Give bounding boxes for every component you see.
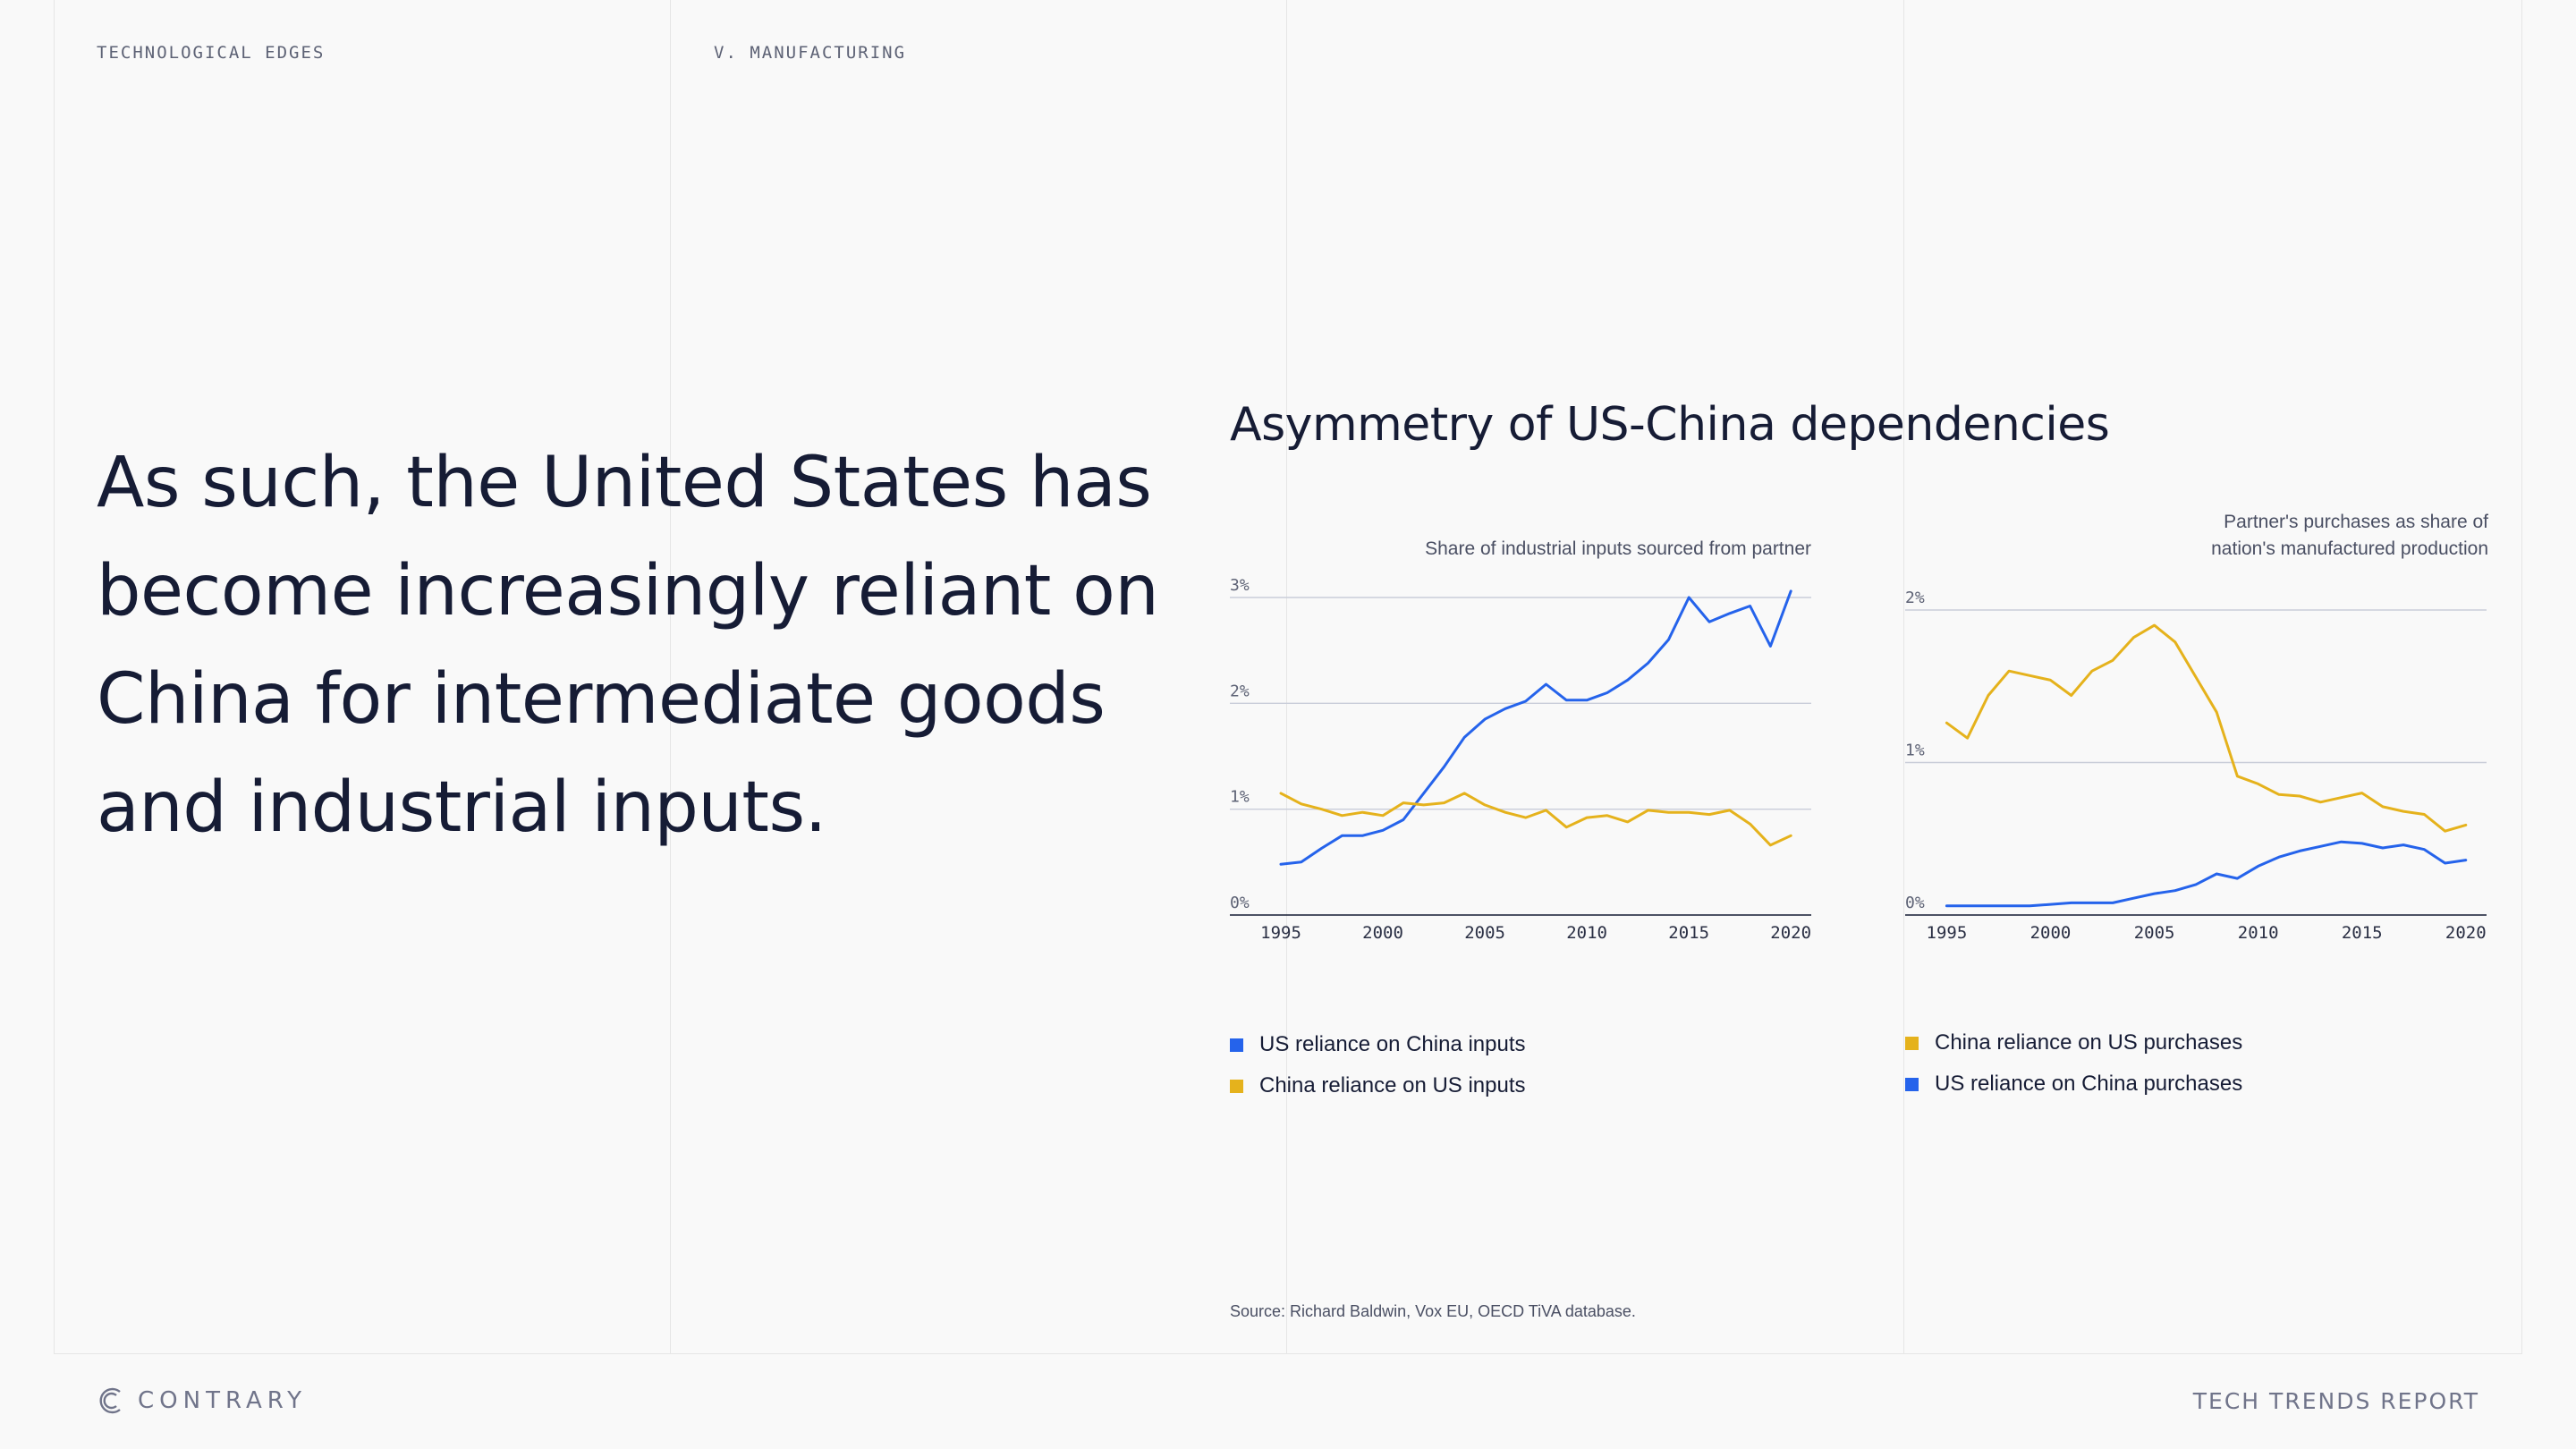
legend-label: China reliance on US inputs bbox=[1259, 1073, 1526, 1097]
y-tick-label: 0% bbox=[1230, 894, 1250, 912]
series-line bbox=[1279, 792, 1792, 847]
x-tick-label: 1995 bbox=[1260, 923, 1301, 943]
column-divider bbox=[2521, 0, 2522, 1353]
column-divider bbox=[54, 0, 55, 1353]
legend-item: China reliance on US purchases bbox=[1905, 1022, 2242, 1063]
x-tick-label: 2010 bbox=[1566, 923, 1607, 943]
chart-2-subtitle: Partner's purchases as share of nation's… bbox=[2211, 512, 2488, 559]
report-name: TECH TRENDS REPORT bbox=[2192, 1388, 2479, 1414]
y-tick-label: 1% bbox=[1905, 741, 1925, 760]
y-tick-label: 1% bbox=[1230, 788, 1250, 807]
source-note: Source: Richard Baldwin, Vox EU, OECD Ti… bbox=[1230, 1302, 1636, 1320]
x-tick-label: 2000 bbox=[2030, 923, 2072, 943]
series-line bbox=[1945, 623, 2468, 833]
chart-1-subtitle: Share of industrial inputs sourced from … bbox=[1425, 538, 1811, 559]
series-line bbox=[1945, 840, 2468, 908]
x-tick-label: 2015 bbox=[2342, 923, 2383, 943]
legend-label: China reliance on US purchases bbox=[1935, 1030, 2243, 1055]
y-tick-label: 3% bbox=[1230, 576, 1250, 595]
headline: As such, the United States has become in… bbox=[97, 443, 1159, 848]
column-divider bbox=[1903, 0, 1904, 1353]
legend-label: US reliance on China purchases bbox=[1935, 1072, 2243, 1096]
figure-title: Asymmetry of US-China dependencies bbox=[1230, 398, 2110, 452]
y-tick-label: 0% bbox=[1905, 894, 1925, 912]
chart-1: 0% 1% 2% 3% 1995 2000 2005 2010 2015 2020 bbox=[1230, 576, 1811, 943]
chapter-label: V. MANUFACTURING bbox=[714, 43, 907, 63]
y-tick-label: 2% bbox=[1230, 682, 1250, 700]
legend-item: China reliance on US inputs bbox=[1230, 1065, 1526, 1106]
contrary-logo-icon bbox=[99, 1387, 121, 1414]
x-tick-label: 2000 bbox=[1362, 923, 1403, 943]
legend-label: US reliance on China inputs bbox=[1259, 1032, 1526, 1056]
legend-item: US reliance on China purchases bbox=[1905, 1063, 2242, 1105]
legend-swatch-blue bbox=[1230, 1038, 1243, 1052]
section-label: TECHNOLOGICAL EDGES bbox=[97, 43, 326, 63]
x-tick-label: 2005 bbox=[1464, 923, 1505, 943]
x-tick-label: 2015 bbox=[1668, 923, 1709, 943]
x-tick-label: 2005 bbox=[2134, 923, 2175, 943]
x-tick-label: 2010 bbox=[2238, 923, 2279, 943]
legend-swatch-blue bbox=[1905, 1077, 1919, 1091]
series-line bbox=[1279, 589, 1792, 866]
brand-logo: CONTRARY bbox=[97, 1385, 307, 1417]
brand-name: CONTRARY bbox=[138, 1387, 308, 1414]
column-divider bbox=[670, 0, 671, 1353]
y-tick-label: 2% bbox=[1905, 589, 1925, 607]
legend-swatch-yellow bbox=[1230, 1079, 1243, 1093]
chart-1-legend: US reliance on China inputs China relian… bbox=[1230, 1024, 1526, 1106]
x-tick-label: 2020 bbox=[1770, 923, 1811, 943]
x-tick-label: 2020 bbox=[2445, 923, 2487, 943]
column-divider bbox=[1286, 0, 1287, 1353]
legend-item: US reliance on China inputs bbox=[1230, 1024, 1526, 1065]
chart-2: 0% 1% 2% 1995 2000 2005 2010 2015 2020 bbox=[1905, 589, 2487, 943]
legend-swatch-yellow bbox=[1905, 1036, 1919, 1050]
x-tick-label: 1995 bbox=[1927, 923, 1968, 943]
footer-divider bbox=[54, 1353, 2522, 1354]
chart-2-legend: China reliance on US purchases US relian… bbox=[1905, 1022, 2242, 1105]
